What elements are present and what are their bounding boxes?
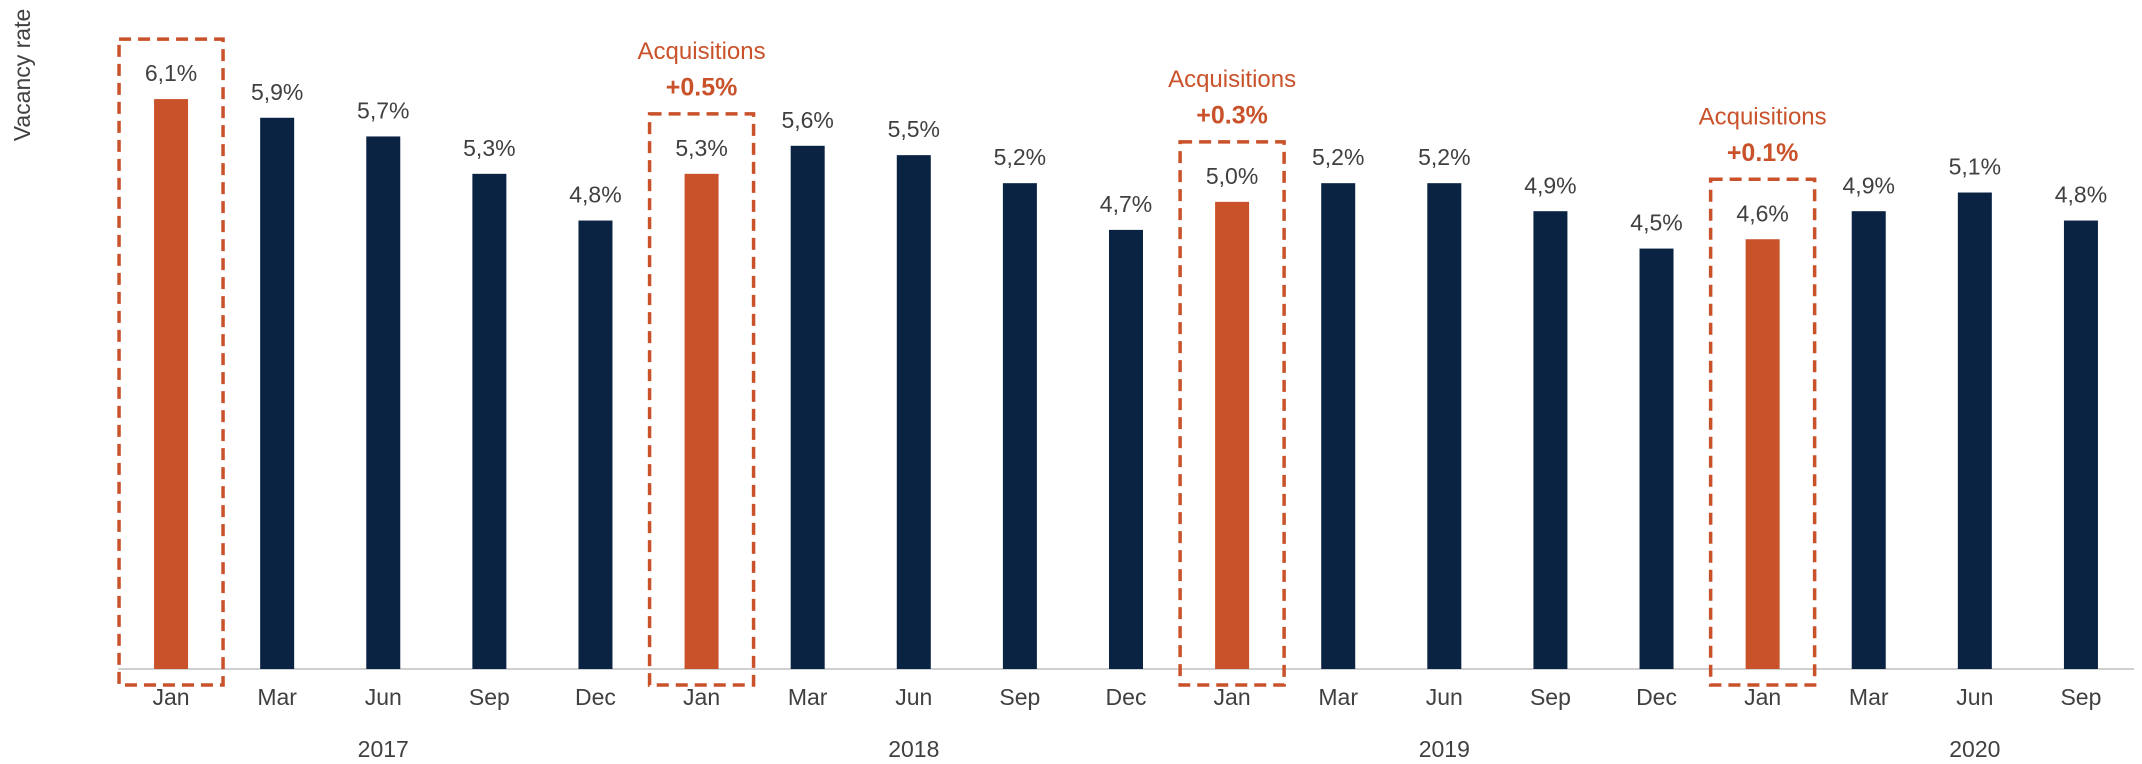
x-tick-label: Dec xyxy=(575,684,616,710)
value-label: 5,0% xyxy=(1206,163,1258,189)
bar xyxy=(684,173,719,670)
value-label: 5,2% xyxy=(994,144,1046,170)
x-tick-label: Sep xyxy=(469,684,510,710)
bar xyxy=(472,173,507,670)
y-axis-label: Vacancy rate xyxy=(9,9,35,142)
x-tick-label: Jun xyxy=(895,684,932,710)
x-tick-label: Dec xyxy=(1636,684,1677,710)
value-label: 5,3% xyxy=(675,135,727,161)
value-label: 5,2% xyxy=(1312,144,1364,170)
value-label: 5,7% xyxy=(357,98,409,124)
bar xyxy=(1321,183,1356,669)
x-tick-label: Jan xyxy=(683,684,720,710)
value-label: 6,1% xyxy=(145,60,197,86)
value-label: 5,1% xyxy=(1949,154,2001,180)
x-tick-label: Mar xyxy=(1849,684,1889,710)
bar xyxy=(2063,220,2098,670)
bar xyxy=(366,136,401,669)
bar xyxy=(896,155,931,670)
value-label: 4,9% xyxy=(1843,172,1895,198)
x-tick-label: Mar xyxy=(1318,684,1358,710)
annotation-change: +0.5% xyxy=(666,73,738,101)
x-tick-label: Jun xyxy=(365,684,402,710)
year-label: 2018 xyxy=(888,736,939,762)
x-tick-label: Jan xyxy=(1214,684,1251,710)
highlight-box xyxy=(647,112,756,687)
x-tick-label: Mar xyxy=(788,684,828,710)
x-tick-label: Jun xyxy=(1956,684,1993,710)
annotation-change: +0.3% xyxy=(1196,101,1268,129)
bar xyxy=(1109,229,1143,669)
annotation-title: Acquisitions xyxy=(638,38,766,65)
value-label: 4,7% xyxy=(1100,191,1152,217)
bar xyxy=(260,117,295,670)
value-label: 4,8% xyxy=(2055,182,2107,208)
value-label: 5,3% xyxy=(463,135,515,161)
x-tick-label: Sep xyxy=(999,684,1040,710)
x-tick-label: Sep xyxy=(2060,684,2101,710)
bar xyxy=(1639,248,1674,670)
x-tick-label: Mar xyxy=(257,684,297,710)
bar xyxy=(578,220,613,670)
value-label: 5,9% xyxy=(251,79,303,105)
bar xyxy=(1427,183,1462,669)
x-tick-label: Jan xyxy=(153,684,190,710)
value-label: 5,2% xyxy=(1418,144,1470,170)
annotation-title: Acquisitions xyxy=(1699,104,1827,131)
annotation-title: Acquisitions xyxy=(1168,66,1296,93)
value-label: 4,9% xyxy=(1524,172,1576,198)
year-label: 2020 xyxy=(1949,736,2000,762)
bar xyxy=(1002,183,1037,669)
bar xyxy=(154,99,189,670)
bar xyxy=(1745,239,1780,669)
value-label: 4,8% xyxy=(569,182,621,208)
x-tick-label: Jun xyxy=(1426,684,1463,710)
value-label: 5,5% xyxy=(888,116,940,142)
year-label: 2017 xyxy=(358,736,409,762)
highlight-box xyxy=(117,37,225,687)
bar xyxy=(1957,192,1992,669)
x-tick-label: Dec xyxy=(1106,684,1147,710)
year-label: 2019 xyxy=(1419,736,1470,762)
value-label: 5,6% xyxy=(781,107,833,133)
bar xyxy=(1851,211,1886,669)
bar xyxy=(790,145,825,670)
x-tick-label: Sep xyxy=(1530,684,1571,710)
bar xyxy=(1533,211,1568,669)
bar xyxy=(1215,201,1250,669)
value-label: 4,6% xyxy=(1736,200,1788,226)
x-tick-label: Jan xyxy=(1744,684,1781,710)
annotation-change: +0.1% xyxy=(1727,139,1799,167)
value-label: 4,5% xyxy=(1630,210,1682,236)
